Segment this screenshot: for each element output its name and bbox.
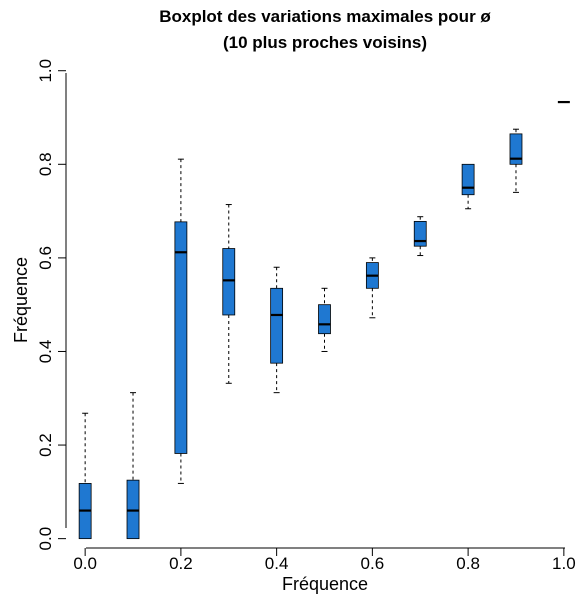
- y-tick-label: 1.0: [36, 59, 55, 83]
- y-tick-group: 0.0 0.2 0.4 0.6 0.8 1.0: [36, 59, 66, 551]
- x-axis-label: Fréquence: [282, 574, 368, 594]
- x-tick-label: 0.8: [456, 554, 480, 573]
- x-tick-label: 1.0: [552, 554, 576, 573]
- box: [270, 266, 284, 394]
- box: [126, 392, 140, 540]
- x-tick-label: 0.0: [73, 554, 97, 573]
- y-tick-label: 0.0: [36, 527, 55, 551]
- x-tick-label: 0.2: [169, 554, 193, 573]
- x-axis: 0.0 0.2 0.4 0.6 0.8 1.0: [73, 547, 576, 573]
- chart-title-line-1: Boxplot des variations maximales pour ø: [159, 7, 491, 26]
- x-tick-label: 0.6: [361, 554, 385, 573]
- box: [509, 128, 523, 193]
- y-axis-label: Fréquence: [11, 257, 31, 343]
- box: [78, 412, 92, 540]
- box-body: [461, 163, 475, 196]
- box: [413, 216, 427, 257]
- box: [318, 287, 331, 352]
- x-tick-group: 0.0 0.2 0.4 0.6 0.8 1.0: [73, 548, 576, 573]
- box-body: [318, 304, 331, 335]
- y-tick-label: 0.8: [36, 152, 55, 176]
- y-tick-label: 0.6: [36, 246, 55, 270]
- box: [174, 158, 188, 484]
- box-body: [413, 220, 427, 247]
- x-tick-label: 0.4: [265, 554, 289, 573]
- box-body: [270, 287, 284, 364]
- chart-title-line-2: (10 plus proches voisins): [223, 33, 427, 52]
- box-body: [509, 133, 523, 165]
- box-body: [126, 479, 140, 540]
- y-tick-label: 0.2: [36, 433, 55, 457]
- y-axis: 0.0 0.2 0.4 0.6 0.8 1.0: [36, 59, 67, 551]
- box: [365, 257, 379, 319]
- box-body: [174, 221, 188, 454]
- box: [461, 163, 475, 210]
- box: [222, 204, 236, 384]
- y-tick-label: 0.4: [36, 340, 55, 364]
- box-body: [222, 248, 236, 316]
- box-group: [78, 100, 570, 540]
